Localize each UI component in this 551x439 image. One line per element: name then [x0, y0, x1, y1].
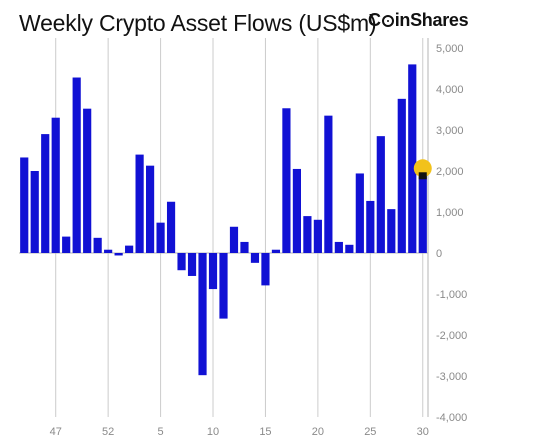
bar	[166, 201, 176, 253]
x-tick-label: 5	[158, 426, 164, 438]
bar	[146, 165, 155, 253]
x-tick-label: 15	[259, 426, 271, 438]
y-axis-ticks: 5,000 4,000 3,000 2,000 1,000 0 -1,000 -2,000 -3…	[436, 43, 467, 424]
latest-value-marker	[413, 159, 432, 180]
bar	[41, 134, 50, 253]
logo-text-post: inShares	[394, 10, 469, 30]
bar	[250, 253, 260, 263]
bar	[229, 226, 239, 253]
y-tick-label: -4,000	[436, 412, 467, 424]
bar	[187, 253, 197, 276]
bar	[313, 219, 322, 253]
y-tick-label: 5,000	[436, 43, 464, 55]
bar	[334, 241, 343, 253]
logo-o-icon	[381, 15, 394, 27]
bar	[51, 117, 60, 253]
x-tick-label: 20	[312, 426, 324, 438]
bar	[240, 241, 249, 253]
bar	[20, 157, 29, 253]
bar	[208, 253, 218, 290]
bar	[408, 64, 417, 254]
y-tick-label: 1,000	[436, 207, 464, 219]
highlight-marker	[413, 159, 432, 178]
bar	[62, 236, 71, 253]
x-tick-label: 10	[207, 426, 219, 438]
logo-text-pre: C	[368, 10, 381, 30]
bar	[282, 108, 291, 254]
bar	[261, 253, 270, 286]
bar	[219, 253, 228, 319]
bar	[418, 174, 427, 253]
bar	[303, 216, 312, 253]
bar	[125, 245, 134, 253]
bar	[93, 237, 102, 253]
y-tick-label: -2,000	[436, 330, 467, 342]
y-tick-label: -3,000	[436, 371, 467, 383]
x-tick-label: 25	[364, 426, 376, 438]
x-axis-ticks: 47 52 5 10 15 20 25 30	[50, 426, 429, 438]
bar	[72, 77, 81, 254]
x-tick-label: 30	[417, 426, 429, 438]
bar	[156, 222, 165, 253]
bar	[114, 253, 123, 256]
bar	[135, 154, 144, 253]
bar	[198, 253, 207, 376]
bar	[397, 98, 406, 253]
bar	[271, 249, 281, 253]
bar	[292, 168, 301, 253]
y-tick-label: 3,000	[436, 125, 464, 137]
bar-series	[20, 64, 427, 376]
bar	[376, 136, 385, 253]
marker-dot	[418, 172, 427, 180]
bar	[83, 108, 92, 254]
bar	[345, 244, 354, 253]
y-tick-label: 4,000	[436, 84, 464, 96]
bar	[177, 253, 186, 271]
chart-title: Weekly Crypto Asset Flows (US$m)	[19, 10, 377, 36]
bar	[355, 173, 364, 253]
bar	[30, 171, 39, 253]
x-tick-label: 47	[50, 426, 62, 438]
bar	[366, 200, 375, 253]
bar	[324, 115, 333, 254]
x-tick-label: 52	[102, 426, 114, 438]
y-tick-label: 2,000	[436, 166, 464, 178]
y-tick-label: 0	[436, 248, 442, 260]
bar	[104, 249, 113, 253]
y-tick-label: -1,000	[436, 289, 467, 301]
bar	[387, 209, 396, 253]
